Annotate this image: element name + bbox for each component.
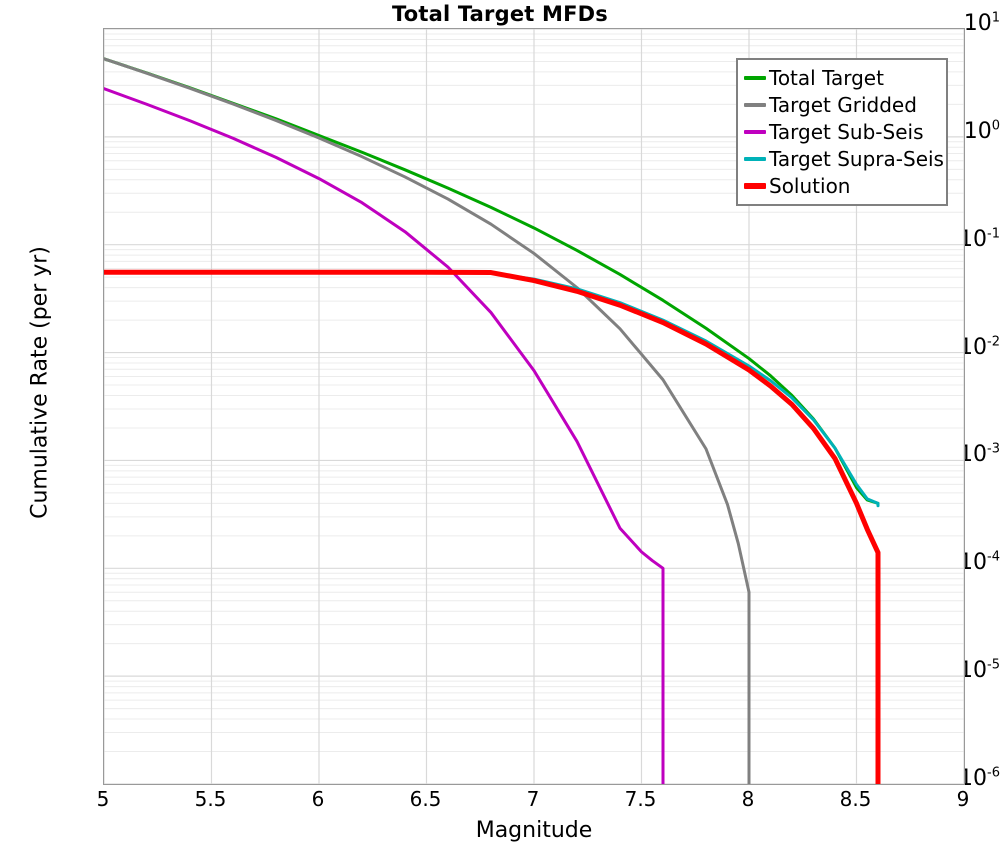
x-tick-label: 6.5 bbox=[409, 787, 442, 811]
y-tick-exponent: 0 bbox=[991, 118, 1000, 134]
data-curves bbox=[104, 57, 881, 784]
y-tick-label: 10-3 bbox=[904, 442, 1000, 468]
y-tick-base: 10 bbox=[959, 550, 988, 576]
y-tick-exponent: -1 bbox=[987, 226, 1000, 242]
y-tick-exponent: -5 bbox=[987, 657, 1000, 673]
y-tick-label: 10-4 bbox=[904, 549, 1000, 576]
y-tick-base: 10 bbox=[963, 11, 992, 36]
x-tick-label: 8.5 bbox=[839, 787, 872, 811]
y-tick-base: 10 bbox=[959, 334, 988, 360]
legend-item[interactable]: Target Gridded bbox=[744, 91, 940, 118]
x-tick-label: 9 bbox=[956, 787, 970, 811]
legend-item[interactable]: Target Supra-Seis bbox=[744, 145, 944, 172]
x-tick-label: 6 bbox=[311, 787, 325, 811]
x-tick-label: 5 bbox=[96, 787, 110, 811]
y-tick-exponent: -6 bbox=[987, 765, 1000, 781]
x-tick-label: 7 bbox=[526, 787, 540, 811]
y-tick-label: 10-6 bbox=[904, 765, 1000, 791]
legend-item-label: Target Supra-Seis bbox=[769, 146, 944, 171]
y-tick-label: 10-2 bbox=[904, 334, 1000, 360]
y-axis-label: Cumulative Rate (per yr) bbox=[27, 246, 53, 519]
y-tick-exponent: 1 bbox=[991, 10, 1000, 26]
y-tick-base: 10 bbox=[959, 766, 988, 791]
legend-item[interactable]: Solution bbox=[744, 172, 940, 199]
legend-color-swatch-icon bbox=[744, 75, 766, 80]
y-tick-exponent: -2 bbox=[987, 334, 1000, 350]
x-tick-label: 5.5 bbox=[194, 787, 227, 811]
y-tick-exponent: -4 bbox=[987, 549, 1000, 565]
legend-item[interactable]: Target Sub-Seis bbox=[744, 118, 940, 145]
legend-color-swatch-icon bbox=[744, 156, 766, 161]
chart-title: Total Target MFDs bbox=[391, 2, 609, 26]
x-tick-label: 8 bbox=[741, 787, 755, 811]
legend-color-swatch-icon bbox=[744, 129, 766, 134]
x-tick-label: 7.5 bbox=[624, 787, 657, 811]
y-tick-label: 100 bbox=[904, 118, 1000, 144]
legend-item-label: Target Sub-Seis bbox=[769, 119, 924, 144]
legend-color-swatch-icon bbox=[744, 182, 766, 189]
y-tick-base: 10 bbox=[959, 442, 988, 468]
legend-color-swatch-icon bbox=[744, 102, 766, 107]
legend-item-label: Target Gridded bbox=[769, 92, 917, 117]
y-tick-label: 10-5 bbox=[904, 657, 1000, 684]
legend-item[interactable]: Total Target bbox=[744, 64, 940, 91]
legend-item-label: Solution bbox=[769, 173, 851, 198]
legend-item-label: Total Target bbox=[769, 65, 884, 90]
grid-lines bbox=[104, 29, 964, 784]
x-axis-label: Magnitude bbox=[475, 818, 593, 843]
y-tick-exponent: -3 bbox=[987, 442, 1000, 458]
y-tick-base: 10 bbox=[959, 226, 988, 252]
y-tick-label: 10-1 bbox=[904, 226, 1000, 252]
y-tick-base: 10 bbox=[963, 118, 992, 144]
y-tick-base: 10 bbox=[959, 658, 988, 684]
chart-legend: Total Target Target Gridded Target Sub-Sei… bbox=[736, 58, 948, 206]
y-tick-label: 101 bbox=[904, 10, 1000, 36]
